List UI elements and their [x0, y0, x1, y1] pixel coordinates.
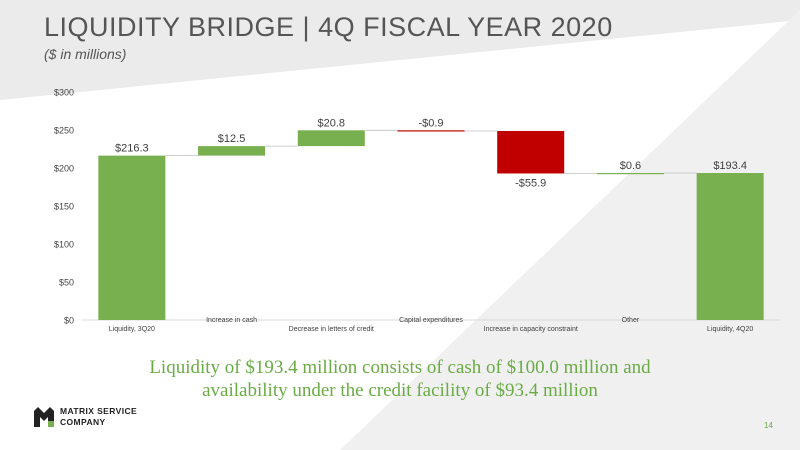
- y-tick-label: $300: [54, 88, 74, 98]
- category-label: Increase in cash: [206, 317, 257, 324]
- category-label: Decrease in letters of credit: [289, 326, 374, 333]
- data-label: $20.8: [318, 117, 346, 129]
- category-label: Liquidity, 4Q20: [707, 326, 753, 333]
- data-label: $216.3: [115, 143, 149, 155]
- y-tick-label: $50: [59, 278, 74, 288]
- data-label: $193.4: [713, 160, 747, 172]
- y-tick-label: $150: [54, 202, 74, 212]
- data-label: $0.6: [620, 160, 641, 172]
- slide-title: LIQUIDITY BRIDGE | 4Q FISCAL YEAR 2020: [44, 12, 613, 42]
- slide-subtitle: ($ in millions): [44, 46, 127, 62]
- waterfall-bar: [497, 130, 565, 174]
- waterfall-bar: [696, 173, 764, 320]
- data-label: -$55.9: [515, 177, 546, 189]
- data-label: -$0.9: [418, 117, 443, 129]
- waterfall-bar: [596, 173, 664, 175]
- matrix-logo-icon: [34, 407, 54, 427]
- category-label: Capital expenditures: [399, 317, 463, 324]
- page-number: 14: [764, 421, 773, 430]
- y-tick-label: $0: [64, 316, 74, 326]
- category-label: Increase in capacity constraint: [484, 326, 578, 333]
- y-tick-label: $250: [54, 126, 74, 136]
- waterfall-bar: [198, 146, 266, 156]
- caption-line-2: availability under the credit facility o…: [202, 380, 598, 401]
- waterfall-bar: [98, 155, 166, 320]
- category-label: Liquidity, 3Q20: [109, 326, 155, 333]
- y-tick-label: $200: [54, 164, 74, 174]
- logo-line-2: COMPANY: [60, 417, 106, 427]
- category-label: Other: [622, 317, 640, 324]
- logo-line-1: MATRIX SERVICE: [60, 406, 138, 416]
- y-tick-label: $100: [54, 240, 74, 250]
- waterfall-bar: [397, 130, 465, 132]
- data-label: $12.5: [218, 133, 246, 145]
- liquidity-caption: Liquidity of $193.4 million consists of …: [100, 356, 700, 402]
- company-logo: MATRIX SERVICE COMPANY: [32, 404, 162, 430]
- logo-text: MATRIX SERVICE COMPANY: [60, 406, 137, 428]
- waterfall-bar: [297, 130, 365, 147]
- caption-line-1: Liquidity of $193.4 million consists of …: [149, 357, 651, 378]
